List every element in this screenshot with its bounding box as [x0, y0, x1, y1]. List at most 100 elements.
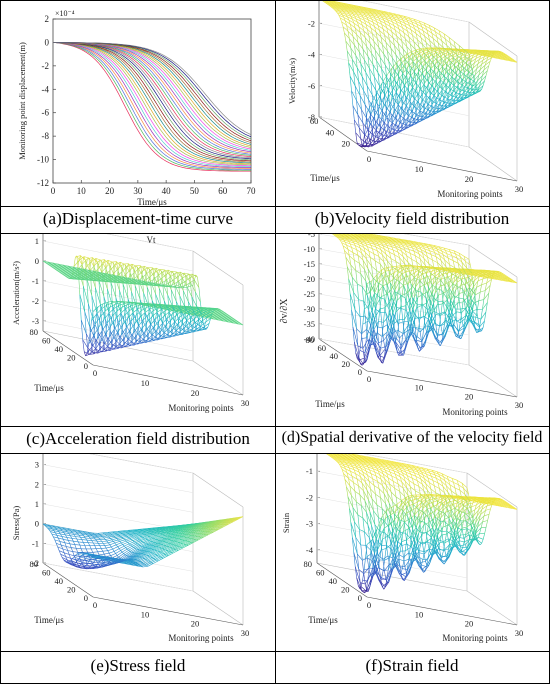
mesh-segment	[110, 318, 116, 327]
mesh-segment	[216, 311, 222, 314]
mesh-segment	[366, 16, 372, 20]
mesh-segment	[343, 5, 349, 7]
mesh-segment	[185, 332, 191, 334]
mesh-segment	[62, 266, 68, 269]
mesh-segment	[454, 65, 457, 75]
mesh-segment	[104, 273, 110, 276]
mesh-segment	[233, 320, 239, 323]
mesh-segment	[117, 275, 124, 278]
mesh-segment	[499, 57, 505, 59]
mesh-segment	[128, 269, 131, 278]
mesh-segment	[189, 317, 196, 323]
mesh-segment	[458, 99, 464, 101]
mesh-segment	[137, 323, 144, 333]
mesh-segment	[443, 33, 446, 40]
mesh-segment	[182, 312, 189, 315]
mesh-segment	[401, 96, 408, 106]
mesh-segment	[88, 274, 94, 277]
mesh-segment	[85, 333, 92, 344]
mesh-segment	[127, 277, 134, 280]
mesh-segment	[137, 281, 143, 284]
mesh-segment	[127, 312, 133, 319]
mesh-segment	[118, 335, 125, 342]
mesh-segment	[100, 333, 106, 342]
mesh-segment	[396, 82, 402, 92]
mesh-segment	[443, 33, 450, 38]
mesh-segment	[413, 41, 416, 50]
mesh-segment	[387, 248, 390, 253]
mesh-segment	[191, 312, 197, 317]
mesh-segment	[392, 97, 399, 105]
mesh-segment	[410, 75, 417, 84]
mesh-segment	[395, 54, 402, 62]
mesh-segment	[175, 281, 178, 287]
mesh-segment	[124, 264, 127, 278]
mesh-segment	[406, 117, 412, 125]
mesh-segment	[466, 95, 472, 98]
mesh-segment	[474, 68, 477, 75]
mesh-segment	[474, 85, 480, 92]
y-tick-label: -6	[42, 108, 50, 118]
mesh-segment	[367, 56, 370, 69]
mesh-segment	[137, 305, 140, 310]
mesh-segment	[136, 266, 139, 280]
mesh-segment	[416, 58, 422, 66]
mesh-segment	[393, 25, 396, 31]
mesh-segment	[353, 71, 359, 82]
mesh-segment	[157, 323, 163, 330]
mesh-segment	[179, 295, 186, 307]
mesh-segment	[441, 103, 447, 110]
mesh-segment	[359, 95, 362, 110]
mesh-segment	[95, 279, 101, 282]
mesh-segment	[65, 268, 71, 271]
mesh-segment	[355, 18, 362, 22]
mesh-segment	[345, 40, 352, 49]
mesh-segment	[161, 337, 167, 340]
mesh-segment	[479, 64, 482, 70]
mesh-segment	[222, 315, 228, 318]
mesh-segment	[470, 58, 476, 63]
mesh-segment	[395, 118, 401, 123]
mesh-segment	[400, 247, 402, 252]
mesh-segment	[362, 259, 365, 270]
mesh-segment	[89, 353, 95, 355]
mesh-segment	[220, 311, 226, 314]
mesh-segment	[445, 84, 447, 93]
mesh-segment	[504, 58, 510, 60]
y-tick-label: 40	[326, 127, 335, 137]
mesh-segment	[414, 327, 417, 341]
mesh-segment	[360, 273, 363, 287]
y-tick-label: 40	[330, 351, 339, 361]
mesh-segment	[387, 19, 393, 23]
mesh-segment	[435, 52, 442, 59]
mesh-segment	[425, 68, 431, 76]
mesh-segment	[366, 137, 369, 146]
mesh-segment	[172, 310, 178, 315]
mesh-segment	[434, 104, 437, 111]
mesh-segment	[115, 313, 121, 320]
mesh-segment	[441, 67, 447, 73]
z-grid	[42, 240, 194, 272]
mesh-segment	[367, 128, 374, 138]
mesh-segment	[136, 328, 143, 336]
mesh-segment	[486, 57, 492, 61]
mesh-segment	[371, 128, 374, 138]
mesh-segment	[78, 277, 84, 280]
mesh-segment	[163, 305, 169, 307]
mesh-segment	[146, 286, 149, 307]
mesh-segment	[488, 61, 491, 66]
mesh-segment	[134, 285, 141, 300]
mesh-segment	[428, 34, 434, 39]
mesh-segment	[386, 13, 392, 16]
mesh-segment	[449, 63, 456, 69]
mesh-segment	[190, 325, 193, 331]
mesh-segment	[163, 269, 169, 272]
mesh-segment	[111, 261, 117, 263]
mesh-segment	[447, 57, 454, 62]
mesh-segment	[390, 123, 393, 132]
mesh-segment	[349, 243, 352, 248]
mesh-segment	[94, 276, 100, 279]
mesh-segment	[122, 315, 125, 325]
mesh-segment	[395, 29, 401, 35]
mesh-segment	[192, 309, 198, 312]
